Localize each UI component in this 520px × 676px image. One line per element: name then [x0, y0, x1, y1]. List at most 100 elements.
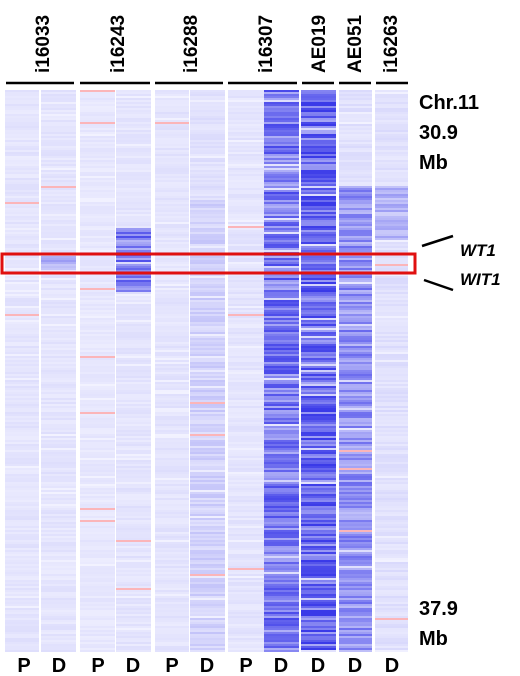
lane-0-stripe — [5, 502, 39, 504]
lane-4-stripe — [155, 278, 189, 280]
lane-8-stripe — [301, 244, 336, 246]
lane-0-stripe — [5, 276, 39, 278]
lane-10-stripe — [375, 172, 408, 174]
lane-7-stripe — [264, 640, 299, 642]
lane-4-stripe — [155, 348, 189, 350]
lane-4-stripe — [155, 482, 189, 484]
lane-5-stripe — [190, 296, 225, 298]
lane-10-stripe — [375, 510, 408, 512]
lane-10-stripe — [375, 300, 408, 302]
lane-10-stripe — [375, 126, 408, 128]
lane-9-stripe — [339, 628, 372, 630]
lane-2-stripe — [80, 364, 115, 366]
lane-6-stripe — [228, 322, 264, 324]
lane-10-stripe — [375, 336, 408, 338]
lane-0-stripe — [5, 514, 39, 516]
lane-2-stripe — [80, 648, 115, 650]
lane-3-stripe — [116, 514, 151, 516]
lane-6-stripe — [228, 368, 264, 370]
lane-1-stripe — [41, 438, 76, 440]
lane-6-stripe — [228, 642, 264, 644]
lane-0-stripe — [5, 174, 39, 176]
lane-3-stripe — [116, 136, 151, 138]
lane-6-stripe — [228, 326, 264, 328]
lane-10-stripe — [375, 206, 408, 208]
lane-8-stripe — [301, 618, 336, 620]
lane-0-stripe — [5, 170, 39, 172]
lane-5-stripe — [190, 228, 225, 230]
lane-5-stripe — [190, 472, 225, 474]
lane-8-stripe — [301, 426, 336, 428]
end-position-label: 37.9 — [419, 598, 458, 620]
lane-7-stripe — [264, 620, 299, 622]
lane-2-stripe — [80, 110, 115, 112]
lane-4-stripe — [155, 154, 189, 156]
lane-2-stripe — [80, 530, 115, 532]
lane-10-stripe — [375, 436, 408, 438]
lane-4-stripe — [155, 134, 189, 136]
lane-10-stripe — [375, 376, 408, 378]
lane-9-stripe — [339, 364, 372, 366]
lane-9-stripe — [339, 452, 372, 454]
lane-6-stripe — [228, 304, 264, 306]
lane-4-stripe — [155, 190, 189, 192]
lane-4-stripe — [155, 302, 189, 304]
lane-1-stripe — [41, 298, 76, 300]
lane-1-stripe — [41, 576, 76, 578]
lane-2-stripe — [80, 398, 115, 400]
lane-10-stripe — [375, 340, 408, 342]
lane-0-stripe — [5, 438, 39, 440]
lane-1-stripe — [41, 484, 76, 486]
lane-7-stripe — [264, 534, 299, 536]
lane-4-stripe — [155, 130, 189, 132]
lane-7-stripe — [264, 130, 299, 132]
lane-7-stripe — [264, 616, 299, 618]
lane-label-ae051-d: D — [348, 655, 362, 676]
lane-10-stripe — [375, 190, 408, 192]
lane-5-stripe — [190, 602, 225, 604]
lane-9-stripe — [339, 92, 372, 94]
lane-0-stripe — [5, 618, 39, 620]
lane-2-stripe — [80, 92, 115, 94]
lane-1-stripe — [41, 96, 76, 98]
lane-5-stripe — [190, 122, 225, 124]
lane-6-stripe — [228, 292, 264, 294]
lane-7-stripe — [264, 502, 299, 504]
lane-6-stripe — [228, 640, 264, 642]
lane-7-stripe — [264, 428, 299, 430]
lane-2-stripe — [80, 122, 115, 124]
lane-9-stripe — [339, 132, 372, 134]
lane-6-stripe — [228, 226, 264, 228]
lane-4-stripe — [155, 238, 189, 240]
lane-8-stripe — [301, 148, 336, 150]
lane-8-stripe — [301, 230, 336, 232]
lane-9-stripe — [339, 250, 372, 252]
lane-5-stripe — [190, 486, 225, 488]
lane-9-stripe — [339, 368, 372, 370]
lane-3-stripe — [116, 496, 151, 498]
lane-3-stripe — [116, 150, 151, 152]
lane-3-stripe — [116, 636, 151, 638]
lane-10-stripe — [375, 202, 408, 204]
lane-0-stripe — [5, 220, 39, 222]
lane-1-stripe — [41, 632, 76, 634]
lane-8-stripe — [301, 260, 336, 262]
lane-9-stripe — [339, 518, 372, 520]
lane-0-stripe — [5, 160, 39, 162]
lane-6-stripe — [228, 544, 264, 546]
lane-6-stripe — [228, 140, 264, 142]
lane-0-stripe — [5, 206, 39, 208]
lane-8-stripe — [301, 448, 336, 450]
lane-2-stripe — [80, 572, 115, 574]
lane-9-stripe — [339, 388, 372, 390]
lane-10-stripe — [375, 298, 408, 300]
lane-1-stripe — [41, 204, 76, 206]
lane-0-stripe — [5, 326, 39, 328]
lane-1-stripe — [41, 562, 76, 564]
lane-3-stripe — [116, 598, 151, 600]
lane-6-stripe — [228, 386, 264, 388]
lane-0-stripe — [5, 246, 39, 248]
lane-3-stripe — [116, 388, 151, 390]
lane-10-stripe — [375, 504, 408, 506]
lane-9-stripe — [339, 634, 372, 636]
